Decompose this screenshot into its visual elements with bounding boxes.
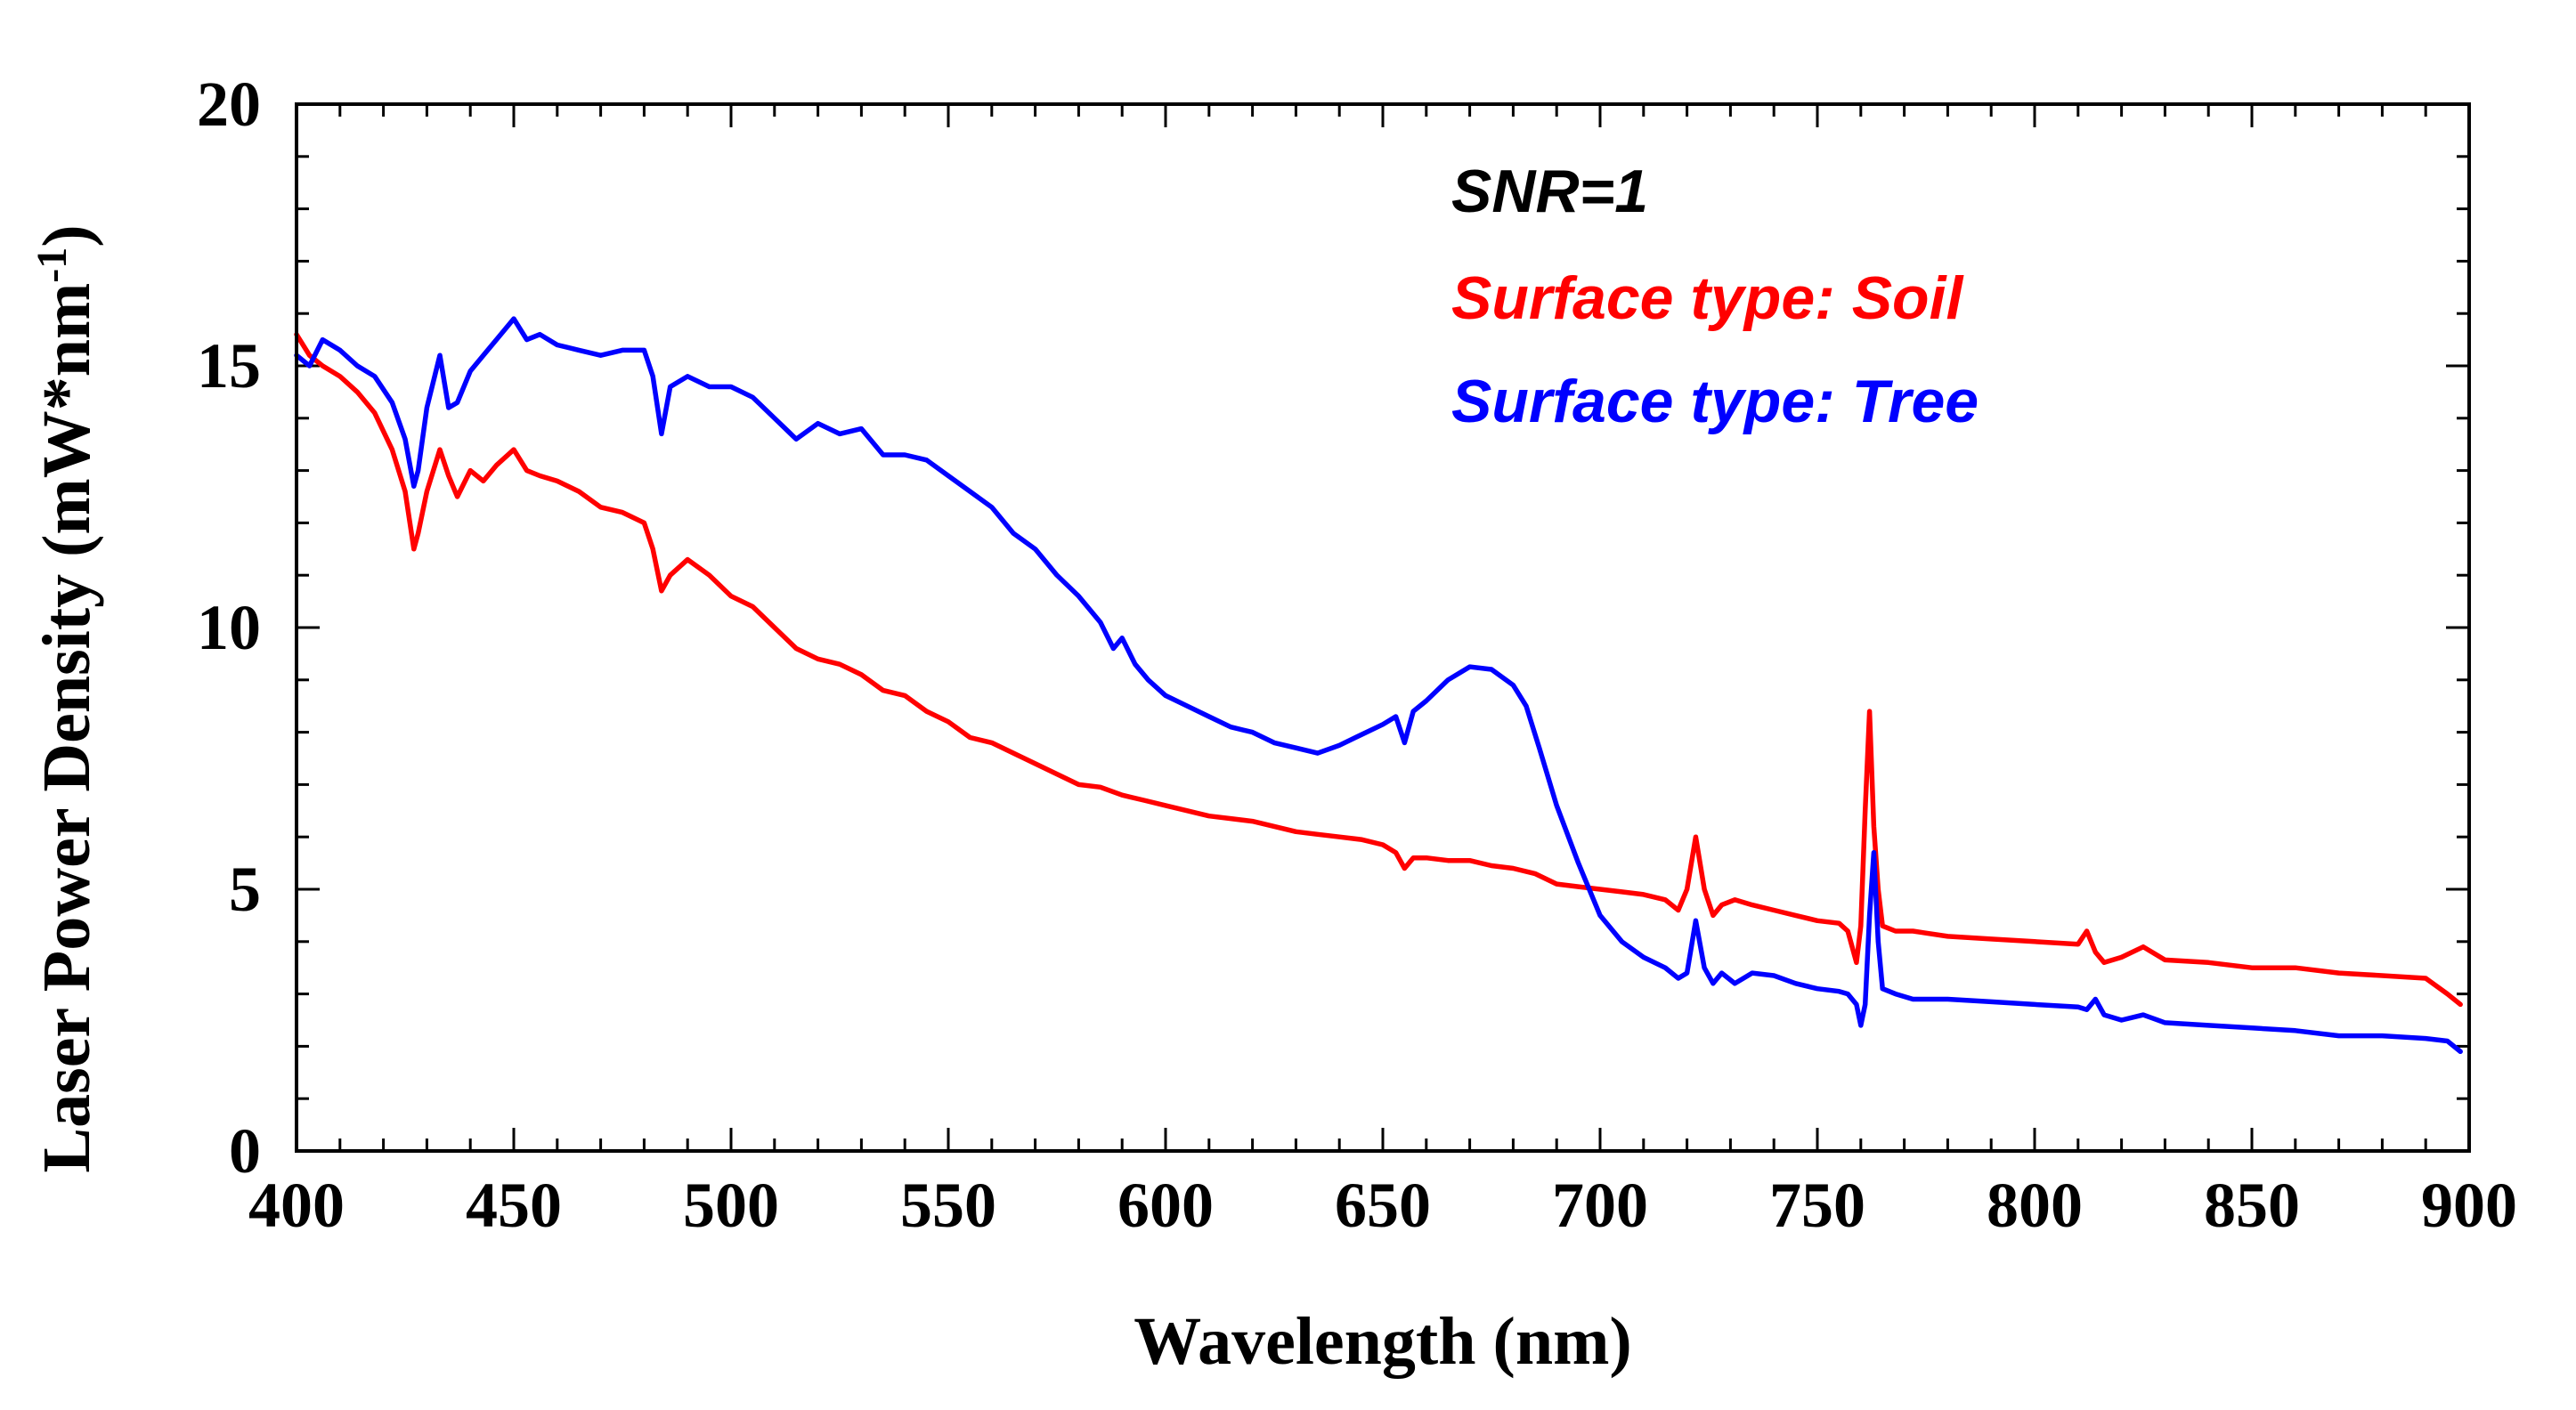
x-tick-label: 850 bbox=[2204, 1170, 2300, 1241]
series-lines bbox=[294, 316, 2463, 1055]
series-line-soil bbox=[294, 331, 2463, 1008]
y-tick-label: 0 bbox=[229, 1115, 261, 1187]
series-line-tree bbox=[294, 316, 2463, 1055]
legend-entry-tree: Surface type: Tree bbox=[1451, 368, 1979, 435]
y-axis-label-superscript: -1 bbox=[28, 247, 76, 283]
y-tick-label: 5 bbox=[229, 854, 261, 925]
snr-annotation: SNR=1 bbox=[1451, 158, 1648, 225]
x-tick-label: 750 bbox=[1769, 1170, 1865, 1241]
x-tick-label: 400 bbox=[248, 1170, 345, 1241]
x-tick-label: 500 bbox=[683, 1170, 779, 1241]
y-axis-label: Laser Power Density (mW*nm-1) bbox=[28, 224, 104, 1172]
x-tick-label: 650 bbox=[1335, 1170, 1431, 1241]
x-axis-label: Wavelength (nm) bbox=[1134, 1304, 1631, 1379]
x-tick-label: 700 bbox=[1552, 1170, 1648, 1241]
x-tick-label: 900 bbox=[2421, 1170, 2517, 1241]
y-tick-label: 10 bbox=[197, 592, 261, 663]
x-tick-labels: 400 450 500 550 600 650 700 750 800 850 900 bbox=[248, 1170, 2517, 1241]
x-tick-label: 800 bbox=[1987, 1170, 2083, 1241]
x-tick-label: 600 bbox=[1117, 1170, 1214, 1241]
y-tick-label: 15 bbox=[197, 330, 261, 401]
y-axis-label-close: ) bbox=[29, 224, 104, 247]
plot-frame bbox=[295, 102, 2471, 1153]
y-axis-label-main: Laser Power Density (mW*nm bbox=[29, 283, 104, 1173]
y-tick-labels: 0 5 10 15 20 bbox=[197, 69, 261, 1187]
axis-ticks bbox=[295, 102, 2471, 1153]
y-tick-label: 20 bbox=[197, 69, 261, 140]
x-tick-label: 450 bbox=[466, 1170, 562, 1241]
legend-entry-soil: Surface type: Soil bbox=[1451, 264, 1964, 332]
x-tick-label: 550 bbox=[900, 1170, 996, 1241]
